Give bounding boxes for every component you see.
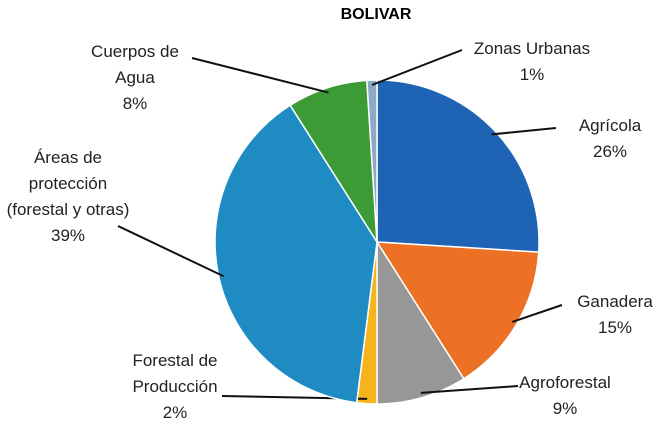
- slice-label: Forestal de Producción 2%: [115, 348, 235, 424]
- chart-title: BOLIVAR: [340, 6, 412, 23]
- category-label: Cuerpos de Agua: [91, 42, 179, 87]
- category-label: Agroforestal: [519, 373, 611, 392]
- value-label: 2%: [162, 403, 188, 422]
- category-label: Agrícola: [578, 116, 642, 135]
- slice-label: Cuerpos de Agua 8%: [76, 39, 194, 117]
- pie-slice: [376, 239, 465, 405]
- slice-label: Agrícola 26%: [550, 113, 666, 165]
- slice-label: Agroforestal 9%: [500, 370, 630, 422]
- pie-slice: [376, 79, 540, 253]
- value-label: 39%: [50, 226, 86, 245]
- value-label: 26%: [592, 142, 628, 161]
- slice-label: Zonas Urbanas 1%: [452, 36, 612, 88]
- slice-label: Áreas de protección (forestal y otras) 39…: [5, 145, 131, 249]
- category-label: Forestal de Producción: [132, 351, 218, 396]
- category-label: Áreas de protección (forestal y otras): [6, 148, 130, 219]
- leader-line: [511, 304, 563, 323]
- leader-line: [491, 127, 557, 136]
- pie-slice: [375, 241, 540, 380]
- slice-label: Ganadera 15%: [555, 289, 666, 341]
- leader-line: [420, 385, 519, 394]
- pie-slice: [366, 79, 378, 243]
- category-label: Zonas Urbanas: [473, 39, 591, 58]
- leader-line: [191, 57, 329, 94]
- category-label: Ganadera: [577, 292, 653, 311]
- value-label: 9%: [552, 399, 578, 418]
- value-label: 15%: [597, 318, 633, 337]
- value-label: 8%: [122, 94, 148, 113]
- value-label: 1%: [519, 65, 545, 84]
- leader-line: [371, 49, 463, 86]
- leader-line: [117, 225, 225, 278]
